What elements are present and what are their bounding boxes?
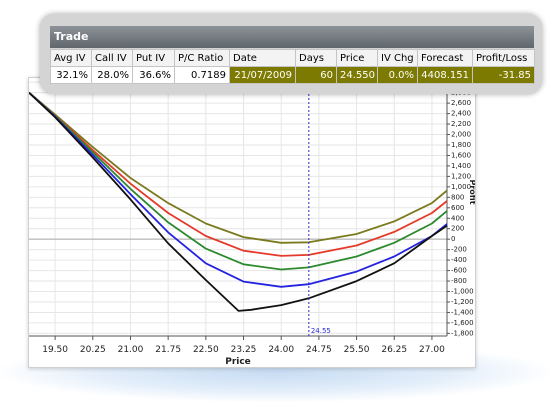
x-tick-label: 26.25: [381, 345, 407, 355]
y-tick-label: -1,200: [451, 298, 474, 306]
x-tick-label: 25.50: [344, 345, 370, 355]
profit-plot: 19.50 20.25 21.00 21.75 22.50 23.25 24.00 24.75…: [29, 78, 475, 367]
x-tick-label: 19.50: [42, 345, 68, 355]
column-header[interactable]: Price: [336, 49, 378, 67]
x-tick-label: 21.00: [118, 345, 144, 355]
profit-curve-4: [29, 92, 448, 288]
profit-chart: 19.50 20.25 21.00 21.75 22.50 23.25 24.00 24.75…: [28, 77, 476, 368]
x-tick-label: 23.25: [231, 345, 257, 355]
trade-panel-title: Trade: [50, 26, 534, 48]
trade-value-row[interactable]: 32.1% 28.0% 36.6% 0.7189 21/07/2009 60 2…: [50, 66, 535, 84]
profit-loss-value: -31.85: [472, 66, 535, 84]
x-axis-title: Price: [225, 357, 251, 367]
x-tick-label: 20.25: [80, 345, 106, 355]
profit-curve-3: [29, 92, 448, 271]
y-tick-label: -800: [451, 277, 467, 285]
date-value: 21/07/2009: [229, 66, 296, 84]
profit-curve-1: [29, 92, 448, 244]
y-tick-label: 1,200: [451, 172, 471, 180]
call-iv-value: 28.0%: [91, 66, 133, 84]
y-tick-label: -1,800: [451, 329, 474, 337]
column-header[interactable]: Days: [295, 49, 337, 67]
column-header[interactable]: P/C Ratio: [174, 49, 230, 67]
y-axis-title: Profit: [468, 179, 475, 204]
y-tick-label: 2,600: [451, 99, 471, 107]
avg-iv-value: 32.1%: [50, 66, 92, 84]
y-tick-label: 1,000: [451, 183, 471, 191]
y-tick-label: -1,000: [451, 288, 474, 296]
y-tick-label: 1,600: [451, 151, 471, 159]
y-tick-label: 400: [451, 214, 464, 222]
column-header[interactable]: Avg IV: [50, 49, 92, 67]
column-header[interactable]: Forecast: [417, 49, 473, 67]
forecast-value: 4408.151: [417, 66, 473, 84]
y-tick-label: 1,800: [451, 141, 471, 149]
days-value: 60: [295, 66, 337, 84]
y-tick-label: 0: [451, 235, 455, 243]
column-header[interactable]: Call IV: [91, 49, 133, 67]
current-price-label: 24.55: [311, 327, 331, 335]
y-tick-label: 600: [451, 204, 464, 212]
y-tick-label: 1,400: [451, 162, 471, 170]
y-tick-label: -400: [451, 256, 467, 264]
profit-curve-5: [29, 92, 448, 312]
put-iv-value: 36.6%: [132, 66, 175, 84]
x-tick-label: 27.00: [419, 345, 445, 355]
x-tick-label: 22.50: [193, 345, 219, 355]
y-tick-label: -1,400: [451, 308, 474, 316]
column-header[interactable]: Profit/Loss: [472, 49, 535, 67]
x-tick-label: 24.75: [306, 345, 332, 355]
y-tick-label: 800: [451, 193, 464, 201]
column-header[interactable]: Date: [229, 49, 296, 67]
y-tick-label: 2,400: [451, 110, 471, 118]
trade-header-row: Avg IV Call IV Put IV P/C Ratio Date Day…: [50, 49, 535, 67]
y-tick-label: -200: [451, 246, 467, 254]
y-tick-label: -1,600: [451, 319, 474, 327]
x-tick-label: 24.00: [268, 345, 294, 355]
y-tick-label: 2,200: [451, 120, 471, 128]
trade-table: Avg IV Call IV Put IV P/C Ratio Date Day…: [50, 49, 535, 84]
y-tick-label: 200: [451, 225, 464, 233]
column-header[interactable]: IV Chg: [377, 49, 418, 67]
iv-change-value: 0.0%: [377, 66, 418, 84]
y-tick-label: -600: [451, 267, 467, 275]
column-header[interactable]: Put IV: [132, 49, 175, 67]
x-tick-label: 21.75: [155, 345, 181, 355]
pc-ratio-value: 0.7189: [174, 66, 230, 84]
y-tick-label: 2,000: [451, 131, 471, 139]
price-value: 24.550: [336, 66, 378, 84]
profit-curve-2: [29, 92, 448, 257]
